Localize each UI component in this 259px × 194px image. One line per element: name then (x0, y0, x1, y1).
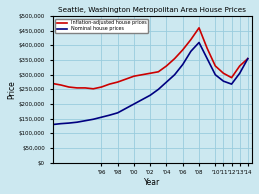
Nominal house prices (149, 94, 152, 96)
Title: Seattle, Washington Metropolitan Area House Prices: Seattle, Washington Metropolitan Area Ho… (58, 7, 246, 13)
Nominal house prices (173, 74, 176, 76)
Nominal house prices (67, 122, 70, 124)
Inflation-adjusted house prices (149, 72, 152, 74)
Nominal house prices (214, 74, 217, 76)
Nominal house prices (165, 81, 168, 83)
Nominal house prices (197, 41, 200, 44)
Inflation-adjusted house prices (173, 57, 176, 60)
Inflation-adjusted house prices (165, 65, 168, 67)
Inflation-adjusted house prices (59, 84, 62, 86)
Nominal house prices (84, 120, 87, 122)
Inflation-adjusted house prices (157, 71, 160, 73)
Nominal house prices (132, 103, 135, 105)
Inflation-adjusted house prices (116, 81, 119, 83)
Nominal house prices (108, 114, 111, 116)
Inflation-adjusted house prices (132, 75, 135, 77)
Inflation-adjusted house prices (92, 88, 95, 90)
Nominal house prices (181, 63, 184, 66)
Inflation-adjusted house prices (141, 74, 144, 76)
Nominal house prices (75, 121, 78, 123)
Nominal house prices (230, 83, 233, 85)
Inflation-adjusted house prices (124, 78, 127, 80)
Inflation-adjusted house prices (222, 72, 225, 74)
Line: Nominal house prices: Nominal house prices (53, 42, 248, 125)
Nominal house prices (124, 107, 127, 110)
Inflation-adjusted house prices (67, 86, 70, 88)
Nominal house prices (189, 50, 192, 52)
Nominal house prices (141, 99, 144, 101)
Inflation-adjusted house prices (100, 86, 103, 88)
Nominal house prices (51, 123, 54, 126)
Line: Inflation-adjusted house prices: Inflation-adjusted house prices (53, 28, 248, 89)
Nominal house prices (100, 116, 103, 118)
Inflation-adjusted house prices (108, 83, 111, 85)
Inflation-adjusted house prices (230, 76, 233, 79)
X-axis label: Year: Year (144, 178, 160, 187)
Inflation-adjusted house prices (189, 38, 192, 41)
Inflation-adjusted house prices (181, 49, 184, 51)
Inflation-adjusted house prices (246, 57, 249, 60)
Inflation-adjusted house prices (51, 82, 54, 85)
Inflation-adjusted house prices (75, 87, 78, 89)
Legend: Inflation-adjusted house prices, Nominal house prices: Inflation-adjusted house prices, Nominal… (55, 19, 148, 33)
Inflation-adjusted house prices (206, 47, 209, 49)
Nominal house prices (92, 118, 95, 120)
Inflation-adjusted house prices (84, 87, 87, 89)
Inflation-adjusted house prices (214, 65, 217, 67)
Nominal house prices (246, 57, 249, 60)
Nominal house prices (238, 72, 241, 74)
Nominal house prices (206, 57, 209, 60)
Nominal house prices (222, 80, 225, 82)
Nominal house prices (59, 122, 62, 125)
Inflation-adjusted house prices (197, 27, 200, 29)
Y-axis label: Price: Price (7, 80, 16, 99)
Nominal house prices (116, 112, 119, 114)
Nominal house prices (157, 88, 160, 91)
Inflation-adjusted house prices (238, 65, 241, 67)
